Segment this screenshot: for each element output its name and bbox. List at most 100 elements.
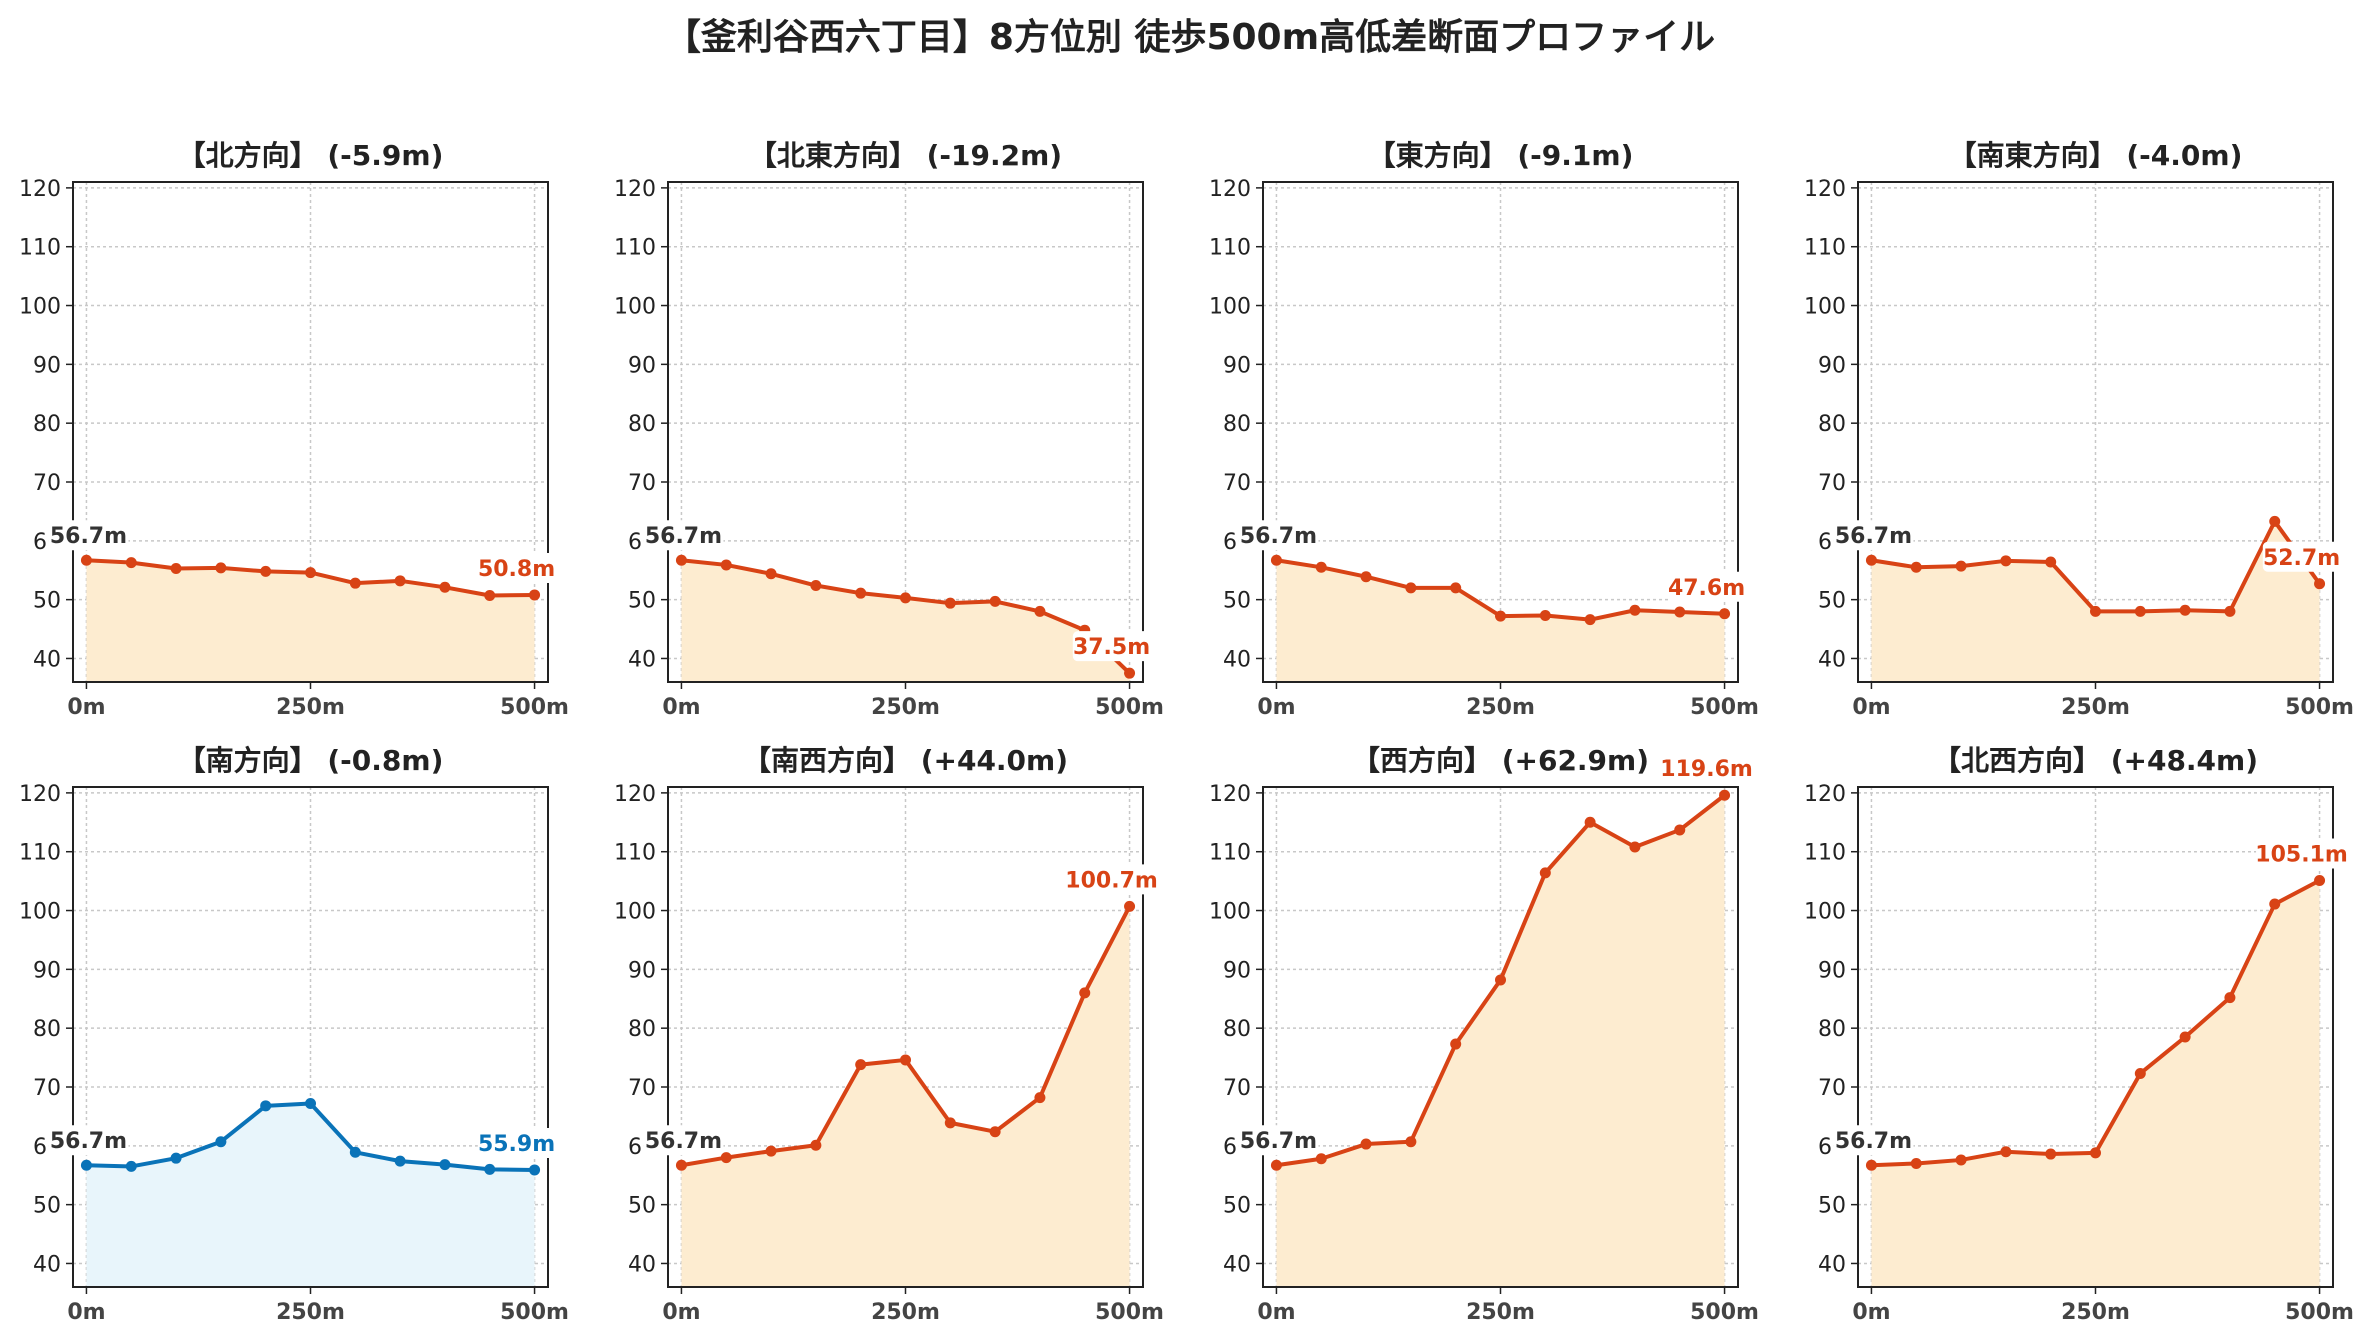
panel-title: 【西方向】 (+62.9m) bbox=[1352, 744, 1649, 777]
data-point bbox=[1315, 1153, 1327, 1165]
data-point bbox=[1315, 561, 1327, 573]
data-point bbox=[765, 1145, 777, 1157]
y-tick-label: 50 bbox=[628, 589, 656, 614]
start-label: 56.7m bbox=[645, 524, 722, 549]
end-label: 105.1m bbox=[2255, 843, 2348, 868]
panel-title: 【東方向】 (-9.1m) bbox=[1368, 139, 1634, 172]
data-point bbox=[305, 567, 316, 579]
y-tick-label: 110 bbox=[1804, 236, 1846, 261]
panel-title: 【北東方向】 (-19.2m) bbox=[749, 139, 1062, 172]
data-point bbox=[1270, 1159, 1282, 1171]
data-point bbox=[1629, 841, 1641, 853]
data-point bbox=[810, 580, 822, 592]
data-point bbox=[2090, 605, 2101, 617]
end-label: 47.6m bbox=[1668, 576, 1745, 601]
y-tick-label: 50 bbox=[628, 1194, 656, 1219]
area-fill bbox=[1871, 880, 2320, 1287]
end-label-box bbox=[1667, 571, 1746, 602]
y-tick-label: 110 bbox=[1209, 841, 1251, 866]
data-point bbox=[529, 589, 541, 601]
y-tick-label: 90 bbox=[628, 353, 656, 378]
panel-title: 【南方向】 (-0.8m) bbox=[178, 744, 444, 777]
data-point bbox=[765, 568, 777, 580]
data-point bbox=[2269, 515, 2281, 527]
area-fill bbox=[86, 1103, 535, 1287]
x-tick-label: 0m bbox=[67, 695, 105, 720]
data-point bbox=[1629, 604, 1641, 616]
x-tick-label: 250m bbox=[1466, 695, 1535, 720]
data-point bbox=[1079, 987, 1091, 999]
y-tick-label: 70 bbox=[1818, 471, 1846, 496]
x-tick-label: 0m bbox=[662, 1300, 700, 1325]
y-tick-label: 40 bbox=[628, 1252, 656, 1277]
y-tick-label: 120 bbox=[1209, 177, 1251, 202]
y-tick-label: 100 bbox=[19, 900, 61, 925]
data-point bbox=[439, 1159, 451, 1171]
y-tick-label: 120 bbox=[19, 177, 61, 202]
y-tick-label: 80 bbox=[1818, 412, 1846, 437]
data-point bbox=[305, 1097, 316, 1109]
data-point bbox=[855, 1059, 867, 1071]
y-tick-label: 40 bbox=[33, 647, 61, 672]
y-tick-label: 120 bbox=[1804, 177, 1846, 202]
data-point bbox=[170, 1152, 182, 1164]
x-tick-label: 0m bbox=[1257, 695, 1295, 720]
data-point bbox=[855, 587, 867, 599]
data-point bbox=[944, 597, 956, 609]
y-tick-label: 100 bbox=[1209, 295, 1251, 320]
y-tick-label: 100 bbox=[1804, 900, 1846, 925]
panel-title: 【北西方向】 (+48.4m) bbox=[1933, 744, 2258, 777]
y-tick-label: 90 bbox=[1223, 958, 1251, 983]
data-point bbox=[484, 590, 496, 602]
end-label-box bbox=[1066, 864, 1158, 895]
x-tick-label: 250m bbox=[871, 695, 940, 720]
x-tick-label: 0m bbox=[1852, 695, 1890, 720]
y-tick-label: 70 bbox=[33, 471, 61, 496]
start-label-box bbox=[643, 520, 724, 551]
y-tick-label: 90 bbox=[33, 353, 61, 378]
y-tick-label: 100 bbox=[614, 900, 656, 925]
area-fill bbox=[1276, 795, 1725, 1287]
x-tick-label: 250m bbox=[2061, 695, 2130, 720]
y-tick-label: 70 bbox=[1818, 1076, 1846, 1101]
y-tick-label: 110 bbox=[614, 841, 656, 866]
y-tick-label: 40 bbox=[1818, 647, 1846, 672]
data-point bbox=[944, 1117, 956, 1129]
start-label-box bbox=[48, 1125, 129, 1156]
y-tick-label: 50 bbox=[1223, 589, 1251, 614]
data-point bbox=[1719, 789, 1731, 801]
data-point bbox=[1584, 816, 1596, 828]
data-point bbox=[2090, 1147, 2101, 1159]
data-point bbox=[1450, 1038, 1462, 1050]
data-point bbox=[2224, 992, 2236, 1004]
y-tick-label: 100 bbox=[1804, 295, 1846, 320]
y-tick-label: 120 bbox=[1209, 782, 1251, 807]
data-point bbox=[1719, 608, 1731, 620]
y-tick-label: 110 bbox=[1209, 236, 1251, 261]
area-fill bbox=[681, 560, 1130, 682]
data-point bbox=[1034, 605, 1046, 617]
data-point bbox=[1360, 1138, 1372, 1150]
x-tick-label: 0m bbox=[1257, 1300, 1295, 1325]
y-tick-label: 80 bbox=[1223, 412, 1251, 437]
data-point bbox=[810, 1139, 822, 1151]
data-point bbox=[2134, 1067, 2146, 1079]
y-tick-label: 50 bbox=[1818, 1194, 1846, 1219]
data-point bbox=[2000, 1146, 2012, 1158]
data-point bbox=[1865, 1159, 1877, 1171]
x-tick-label: 500m bbox=[500, 695, 569, 720]
data-point bbox=[1674, 606, 1686, 618]
end-label-box bbox=[477, 552, 556, 583]
y-tick-label: 40 bbox=[1818, 1252, 1846, 1277]
x-tick-label: 0m bbox=[662, 695, 700, 720]
end-label: 50.8m bbox=[478, 557, 555, 582]
y-tick-label: 100 bbox=[614, 295, 656, 320]
start-label: 56.7m bbox=[50, 1129, 127, 1154]
x-tick-label: 500m bbox=[1095, 695, 1164, 720]
data-point bbox=[1865, 554, 1877, 566]
data-point bbox=[439, 581, 451, 593]
